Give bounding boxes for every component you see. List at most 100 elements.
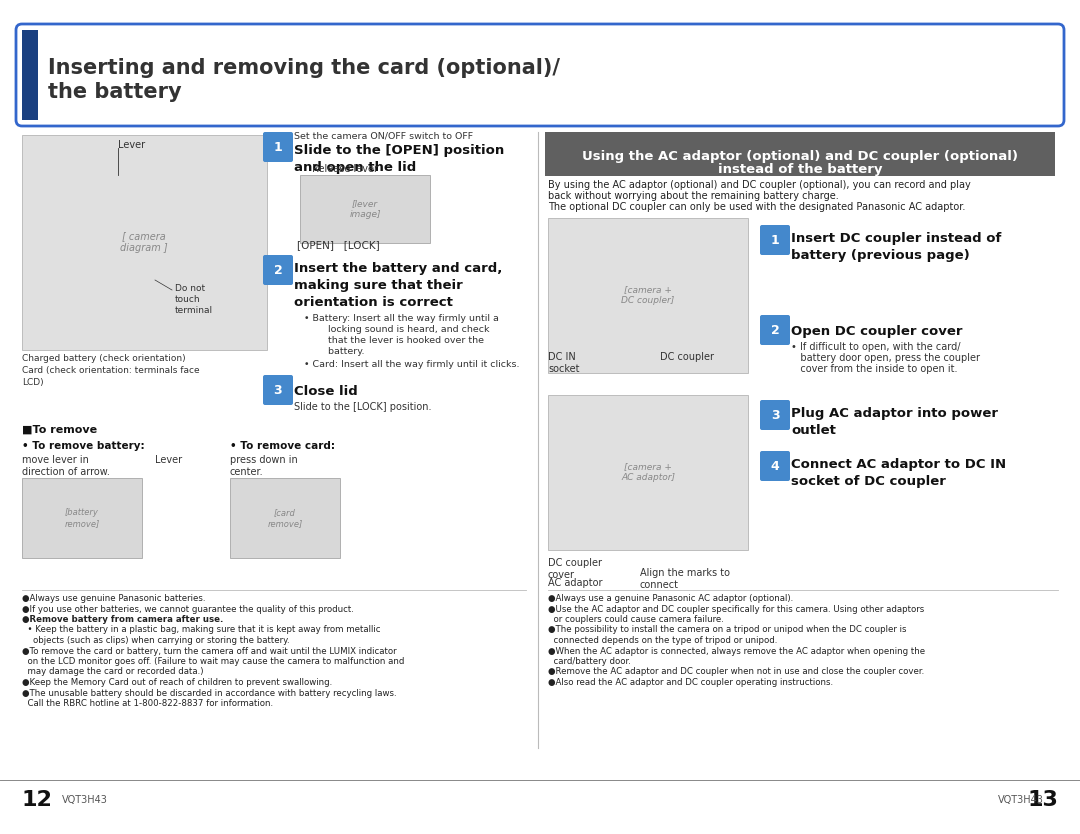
FancyBboxPatch shape [760,225,789,255]
Text: Lever: Lever [156,455,183,465]
Text: 4: 4 [771,460,780,473]
Text: card/battery door.: card/battery door. [548,657,631,666]
Text: • Card: Insert all the way firmly until it clicks.: • Card: Insert all the way firmly until … [303,360,519,369]
Text: ●The unusable battery should be discarded in accordance with battery recycling l: ●The unusable battery should be discarde… [22,689,396,697]
Text: that the lever is hooked over the: that the lever is hooked over the [303,336,484,345]
Text: • Keep the battery in a plastic bag, making sure that it is kept away from metal: • Keep the battery in a plastic bag, mak… [22,626,380,635]
Text: or couplers could cause camera failure.: or couplers could cause camera failure. [548,615,724,624]
Text: ●Remove the AC adaptor and DC coupler when not in use and close the coupler cove: ●Remove the AC adaptor and DC coupler wh… [548,667,924,676]
Text: 2: 2 [273,264,282,277]
Bar [548,218,748,373]
Text: Do not
touch
terminal: Do not touch terminal [175,284,213,315]
Text: ■To remove: ■To remove [22,425,97,435]
Text: Align the marks to
connect: Align the marks to connect [640,568,730,590]
Text: battery (previous page): battery (previous page) [791,249,970,262]
Text: objects (such as clips) when carrying or storing the battery.: objects (such as clips) when carrying or… [22,636,289,645]
Text: • If difficult to open, with the card/: • If difficult to open, with the card/ [791,342,960,352]
Text: press down in
center.: press down in center. [230,455,298,477]
Text: Set the camera ON/OFF switch to OFF: Set the camera ON/OFF switch to OFF [294,131,473,140]
Text: [camera +
AC adaptor]: [camera + AC adaptor] [621,462,675,482]
Bar [545,132,1055,176]
Text: and open the lid: and open the lid [294,161,416,174]
Text: 12: 12 [22,790,53,810]
Text: 3: 3 [771,409,780,421]
Text: on the LCD monitor goes off. (Failure to wait may cause the camera to malfunctio: on the LCD monitor goes off. (Failure to… [22,657,404,666]
Text: DC coupler
cover: DC coupler cover [548,558,602,580]
Text: ●Remove battery from camera after use.: ●Remove battery from camera after use. [22,615,224,624]
Text: 3: 3 [273,384,282,396]
FancyBboxPatch shape [264,375,293,405]
Text: VQT3H43: VQT3H43 [998,795,1044,805]
Text: Lever: Lever [118,140,145,150]
Text: [ camera
diagram ]: [ camera diagram ] [120,231,167,253]
Bar [300,175,430,243]
Text: [battery
remove]: [battery remove] [65,508,99,528]
Text: [card
remove]: [card remove] [268,508,302,528]
Text: may damage the card or recorded data.): may damage the card or recorded data.) [22,667,203,676]
Text: battery door open, press the coupler: battery door open, press the coupler [791,353,980,363]
Text: Slide to the [OPEN] position: Slide to the [OPEN] position [294,144,504,157]
Text: Insert the battery and card,: Insert the battery and card, [294,262,502,275]
Text: ●The possibility to install the camera on a tripod or unipod when the DC coupler: ●The possibility to install the camera o… [548,626,906,635]
Text: 1: 1 [273,140,282,153]
Text: DC IN
socket: DC IN socket [548,352,580,374]
Text: battery.: battery. [303,347,365,356]
Text: LCD): LCD) [22,378,43,387]
Text: connected depends on the type of tripod or unipod.: connected depends on the type of tripod … [548,636,778,645]
Text: ●Always use a genuine Panasonic AC adaptor (optional).: ●Always use a genuine Panasonic AC adapt… [548,594,793,603]
Text: move lever in
direction of arrow.: move lever in direction of arrow. [22,455,110,477]
Text: back without worrying about the remaining battery charge.: back without worrying about the remainin… [548,191,839,201]
Text: Slide to the [LOCK] position.: Slide to the [LOCK] position. [294,402,432,412]
Text: VQT3H43: VQT3H43 [62,795,108,805]
FancyBboxPatch shape [264,255,293,285]
Text: ●Use the AC adaptor and DC coupler specifically for this camera. Using other ada: ●Use the AC adaptor and DC coupler speci… [548,605,924,614]
Text: Open DC coupler cover: Open DC coupler cover [791,325,962,338]
Text: locking sound is heard, and check: locking sound is heard, and check [303,325,489,334]
Text: DC coupler: DC coupler [660,352,714,362]
Text: 13: 13 [1027,790,1058,810]
Text: Card (check orientation: terminals face: Card (check orientation: terminals face [22,366,200,375]
Text: outlet: outlet [791,424,836,437]
Text: Charged battery (check orientation): Charged battery (check orientation) [22,354,186,363]
Text: Plug AC adaptor into power: Plug AC adaptor into power [791,407,998,420]
Text: ●To remove the card or battery, turn the camera off and wait until the LUMIX ind: ●To remove the card or battery, turn the… [22,646,396,656]
Text: orientation is correct: orientation is correct [294,296,453,309]
Text: [lever
image]: [lever image] [349,199,381,219]
Bar [22,30,38,120]
Text: Using the AC adaptor (optional) and DC coupler (optional): Using the AC adaptor (optional) and DC c… [582,150,1018,163]
Text: • To remove card:: • To remove card: [230,441,335,451]
Text: cover from the inside to open it.: cover from the inside to open it. [791,364,958,374]
Text: [camera +
DC coupler]: [camera + DC coupler] [621,285,675,304]
Text: [OPEN]   [LOCK]: [OPEN] [LOCK] [297,240,379,250]
Text: Insert DC coupler instead of: Insert DC coupler instead of [791,232,1001,245]
FancyBboxPatch shape [760,451,789,481]
Bar [22,478,141,558]
FancyBboxPatch shape [16,24,1064,126]
Text: ●Always use genuine Panasonic batteries.: ●Always use genuine Panasonic batteries. [22,594,205,603]
Text: Call the RBRC hotline at 1-800-822-8837 for information.: Call the RBRC hotline at 1-800-822-8837 … [22,699,273,708]
Text: instead of the battery: instead of the battery [718,163,882,176]
Text: • Battery: Insert all the way firmly until a: • Battery: Insert all the way firmly unt… [303,314,499,323]
Text: • To remove battery:: • To remove battery: [22,441,145,451]
FancyBboxPatch shape [264,132,293,162]
Bar [22,135,267,350]
Text: ●When the AC adaptor is connected, always remove the AC adaptor when opening the: ●When the AC adaptor is connected, alway… [548,646,926,656]
Text: Connect AC adaptor to DC IN: Connect AC adaptor to DC IN [791,458,1007,471]
Text: ●Keep the Memory Card out of reach of children to prevent swallowing.: ●Keep the Memory Card out of reach of ch… [22,678,333,687]
Text: making sure that their: making sure that their [294,279,462,292]
Bar [548,395,748,550]
Text: ●If you use other batteries, we cannot guarantee the quality of this product.: ●If you use other batteries, we cannot g… [22,605,354,614]
Text: Inserting and removing the card (optional)/: Inserting and removing the card (optiona… [48,58,561,78]
Bar [230,478,340,558]
Text: The optional DC coupler can only be used with the designated Panasonic AC adapto: The optional DC coupler can only be used… [548,202,966,212]
Text: 1: 1 [771,234,780,247]
FancyBboxPatch shape [760,400,789,430]
Text: socket of DC coupler: socket of DC coupler [791,475,946,488]
FancyBboxPatch shape [760,315,789,345]
Text: Release lever: Release lever [312,164,378,174]
Text: the battery: the battery [48,82,181,102]
Text: Close lid: Close lid [294,385,357,398]
Text: ●Also read the AC adaptor and DC coupler operating instructions.: ●Also read the AC adaptor and DC coupler… [548,678,833,687]
Text: 2: 2 [771,324,780,336]
Text: By using the AC adaptor (optional) and DC coupler (optional), you can record and: By using the AC adaptor (optional) and D… [548,180,971,190]
